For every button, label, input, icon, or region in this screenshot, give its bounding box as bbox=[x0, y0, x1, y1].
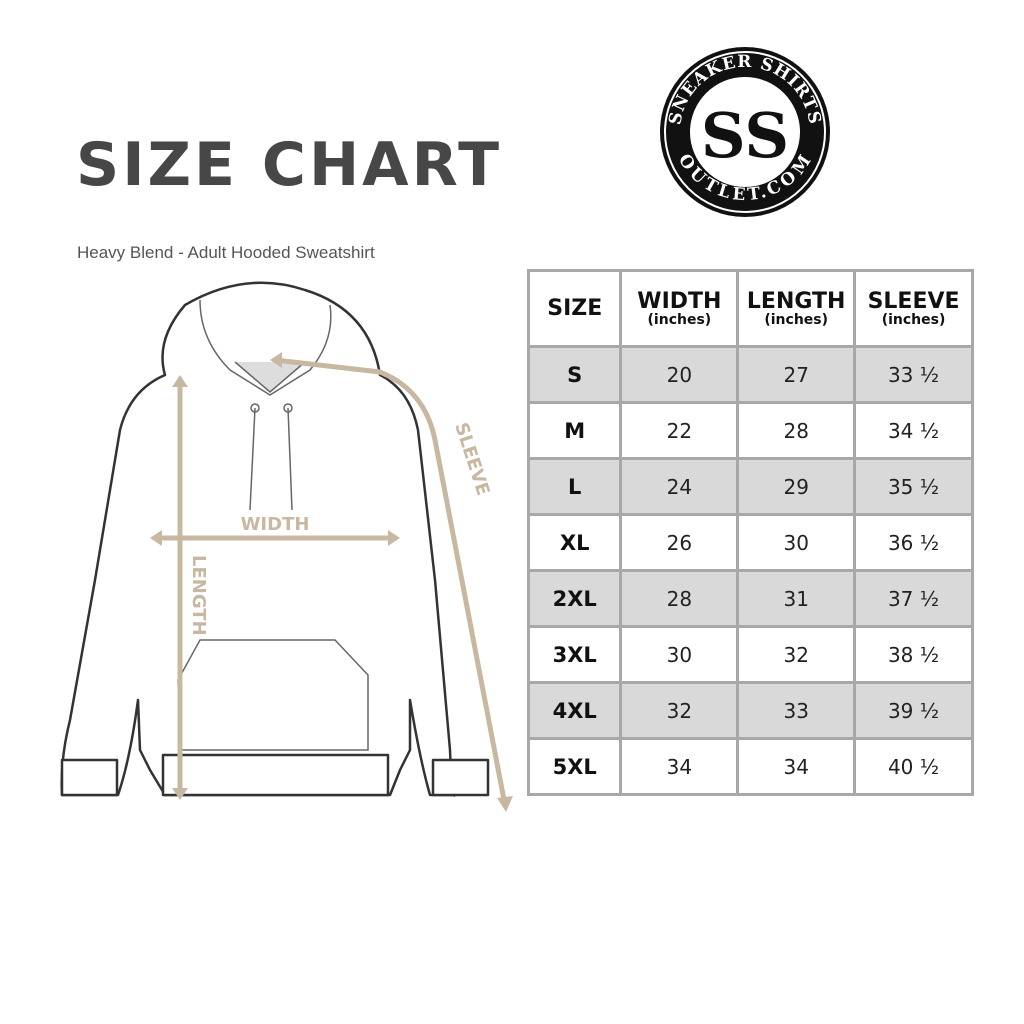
length-cell: 28 bbox=[736, 401, 857, 460]
width-cell: 24 bbox=[619, 457, 740, 516]
table-row: M 22 28 34 ½ bbox=[526, 401, 974, 460]
hoodie-diagram: WIDTH LENGTH SLEEVE bbox=[60, 281, 513, 812]
width-cell: 22 bbox=[619, 401, 740, 460]
table-row: 4XL 32 33 39 ½ bbox=[526, 681, 974, 740]
length-cell: 30 bbox=[736, 513, 857, 572]
sleeve-cell: 35 ½ bbox=[853, 457, 974, 516]
width-cell: 32 bbox=[619, 681, 740, 740]
width-cell: 20 bbox=[619, 345, 740, 404]
sleeve-cell: 34 ½ bbox=[853, 401, 974, 460]
length-cell: 34 bbox=[736, 737, 857, 796]
size-cell: XL bbox=[526, 513, 623, 572]
size-cell: L bbox=[526, 457, 623, 516]
left-cuff bbox=[60, 758, 119, 797]
page-title: SIZE CHART bbox=[76, 130, 503, 200]
table-row: 5XL 34 34 40 ½ bbox=[526, 737, 974, 796]
sleeve-cell: 38 ½ bbox=[853, 625, 974, 684]
size-cell: M bbox=[526, 401, 623, 460]
length-cell: 29 bbox=[736, 457, 857, 516]
svg-text:SS: SS bbox=[701, 99, 789, 172]
width-cell: 28 bbox=[619, 569, 740, 628]
header-length: LENGTH (inches) bbox=[736, 269, 857, 348]
length-cell: 27 bbox=[736, 345, 857, 404]
sleeve-cell: 36 ½ bbox=[853, 513, 974, 572]
size-cell: 4XL bbox=[526, 681, 623, 740]
table-row: 2XL 28 31 37 ½ bbox=[526, 569, 974, 628]
header-sleeve: SLEEVE (inches) bbox=[853, 269, 974, 348]
size-cell: 2XL bbox=[526, 569, 623, 628]
length-label: LENGTH bbox=[188, 555, 209, 636]
sleeve-cell: 37 ½ bbox=[853, 569, 974, 628]
length-cell: 33 bbox=[736, 681, 857, 740]
right-cuff bbox=[431, 758, 490, 797]
sleeve-cell: 40 ½ bbox=[853, 737, 974, 796]
header-size: SIZE bbox=[526, 269, 623, 348]
header-width: WIDTH (inches) bbox=[619, 269, 740, 348]
table-row: XL 26 30 36 ½ bbox=[526, 513, 974, 572]
length-cell: 32 bbox=[736, 625, 857, 684]
table-header-row: SIZE WIDTH (inches) LENGTH (inches) SLEEVE… bbox=[526, 269, 974, 348]
sleeve-cell: 39 ½ bbox=[853, 681, 974, 740]
length-cell: 31 bbox=[736, 569, 857, 628]
sleeve-arrow bbox=[272, 357, 508, 808]
width-cell: 26 bbox=[619, 513, 740, 572]
product-subtitle: Heavy Blend - Adult Hooded Sweatshirt bbox=[77, 243, 375, 262]
sleeve-cell: 33 ½ bbox=[853, 345, 974, 404]
table-row: S 20 27 33 ½ bbox=[526, 345, 974, 404]
size-cell: S bbox=[526, 345, 623, 404]
table-row: 3XL 30 32 38 ½ bbox=[526, 625, 974, 684]
size-cell: 5XL bbox=[526, 737, 623, 796]
sleeve-label: SLEEVE bbox=[450, 420, 493, 498]
brand-logo: SNEAKER SHIRTS OUTLET.COM SS bbox=[660, 47, 830, 217]
size-table: SIZE WIDTH (inches) LENGTH (inches) SLEEVE… bbox=[526, 269, 974, 796]
hoodie-waistband bbox=[161, 753, 390, 797]
table-row: L 24 29 35 ½ bbox=[526, 457, 974, 516]
width-label: WIDTH bbox=[241, 514, 310, 535]
size-cell: 3XL bbox=[526, 625, 623, 684]
width-cell: 30 bbox=[619, 625, 740, 684]
width-cell: 34 bbox=[619, 737, 740, 796]
